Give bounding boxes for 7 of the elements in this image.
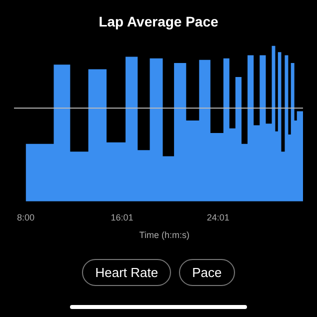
- x-tick-label: 24:01: [206, 212, 230, 222]
- text: Heart Rate: [82, 259, 172, 286]
- text: Pace: [179, 259, 235, 286]
- chart-title: Lap Average Pace: [98, 13, 218, 30]
- x-axis-title: Time (h:m:s): [139, 230, 190, 240]
- x-tick-label: 16:01: [110, 212, 134, 222]
- x-tick-label: 8:00: [16, 212, 35, 222]
